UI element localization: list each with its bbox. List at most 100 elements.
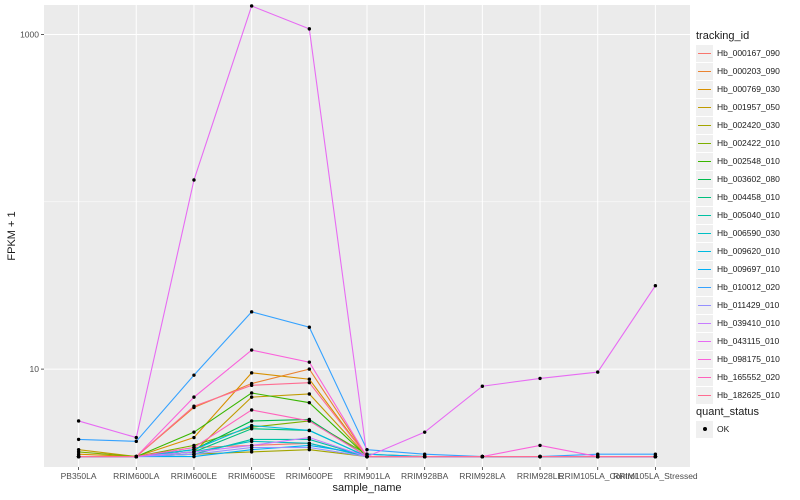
legend-quant-status: quant_status OK xyxy=(696,404,800,438)
legend-key xyxy=(696,350,713,368)
x-tick-label: PB350LA xyxy=(61,471,97,481)
x-tick-label: RRIM600SE xyxy=(228,471,276,481)
legend-key xyxy=(696,368,713,386)
legend-key xyxy=(696,170,713,188)
legend-label: Hb_182625_010 xyxy=(717,390,780,400)
data-point xyxy=(653,284,658,288)
legend-item: Hb_002422_010 xyxy=(696,134,800,152)
data-point xyxy=(249,423,254,428)
legend-swatch xyxy=(698,340,711,342)
y-axis: 10 1000 xyxy=(20,29,44,374)
data-point xyxy=(249,4,254,8)
legend-key xyxy=(696,98,713,116)
data-point xyxy=(538,443,542,448)
data-point xyxy=(249,310,254,314)
legend-item: Hb_009697_010 xyxy=(696,260,800,278)
legend-label: Hb_006590_030 xyxy=(717,228,780,238)
x-tick-label: RRIM928LA xyxy=(459,471,506,481)
legend-item: Hb_039410_010 xyxy=(696,314,800,332)
legend2-item: OK xyxy=(696,420,800,438)
legend-item: Hb_002548_010 xyxy=(696,152,800,170)
data-point xyxy=(596,370,600,374)
point-marker-icon xyxy=(702,427,707,431)
legend-key xyxy=(696,134,713,152)
legend-swatch xyxy=(698,376,711,378)
data-point xyxy=(249,383,254,388)
legend2-title: quant_status xyxy=(696,406,759,418)
legend-swatch xyxy=(698,196,711,198)
data-point xyxy=(422,452,427,456)
data-point xyxy=(249,391,254,395)
data-point xyxy=(249,371,254,375)
legend-label: Hb_004458_010 xyxy=(717,192,780,202)
legend-key xyxy=(696,116,713,134)
data-point xyxy=(192,430,196,434)
x-tick-label: RRIM901LA xyxy=(344,471,391,481)
data-point xyxy=(249,408,254,412)
data-point xyxy=(653,452,658,456)
data-point xyxy=(249,427,254,431)
legend-item: Hb_165552_020 xyxy=(696,368,800,386)
data-point xyxy=(76,450,81,454)
x-tick-label: RRIM105LA_Control xyxy=(558,471,637,481)
legend-swatch xyxy=(698,88,711,90)
legend-swatch xyxy=(698,214,711,216)
legend-label: Hb_039410_010 xyxy=(717,318,780,328)
legend-label: Hb_002548_010 xyxy=(717,156,780,166)
x-axis: PB350LA RRIM600LA RRIM600LE RRIM600SE RRIM60… xyxy=(61,467,698,481)
data-point xyxy=(480,454,485,459)
legend-item: Hb_005040_010 xyxy=(696,206,800,224)
data-point xyxy=(249,348,254,352)
legend-swatch xyxy=(698,358,711,360)
legend-item: Hb_004458_010 xyxy=(696,188,800,206)
data-point xyxy=(134,454,138,459)
legend-swatch xyxy=(698,286,711,288)
x-tick-label: RRIM928BA xyxy=(401,471,449,481)
data-point xyxy=(307,380,312,385)
legend-item: Hb_043115_010 xyxy=(696,332,800,350)
legend-key xyxy=(696,206,713,224)
data-point xyxy=(480,384,485,388)
legend-swatch xyxy=(698,124,711,126)
legend-swatch xyxy=(698,52,711,54)
legend-swatch xyxy=(698,106,711,108)
data-point xyxy=(596,454,600,459)
legend-label: Hb_000167_090 xyxy=(717,48,780,58)
x-tick-label: RRIM105LA_Stressed xyxy=(613,471,698,481)
y-tick-label: 10 xyxy=(30,364,40,374)
data-point xyxy=(422,454,427,459)
legend-label: Hb_001957_050 xyxy=(717,102,780,112)
legend-key xyxy=(696,44,713,62)
legend-key xyxy=(696,314,713,332)
data-point xyxy=(307,360,312,364)
data-point xyxy=(307,27,312,31)
y-axis-title: FPKM + 1 xyxy=(6,211,18,260)
legend-key xyxy=(696,242,713,260)
data-point xyxy=(307,428,312,433)
legend-key xyxy=(696,332,713,350)
data-point xyxy=(307,377,312,381)
data-point xyxy=(192,404,196,408)
data-point xyxy=(134,435,138,440)
legend-key xyxy=(696,386,713,404)
legend-label: Hb_009620_010 xyxy=(717,246,780,256)
data-point xyxy=(422,430,427,434)
legend-swatch xyxy=(698,322,711,324)
legend-label: Hb_098175_010 xyxy=(717,354,780,364)
data-point xyxy=(365,447,369,452)
data-point xyxy=(538,376,542,381)
data-point xyxy=(365,452,369,456)
data-point xyxy=(192,454,196,459)
x-tick-label: RRIM928LE xyxy=(517,471,564,481)
legend-label: Hb_000769_030 xyxy=(717,84,780,94)
x-axis-title: sample_name xyxy=(332,482,401,494)
legend-item: Hb_006590_030 xyxy=(696,224,800,242)
legend2-label: OK xyxy=(717,424,730,434)
legend-label: Hb_002422_010 xyxy=(717,138,780,148)
legend-key xyxy=(696,224,713,242)
legend-swatch xyxy=(698,268,711,270)
legend-key xyxy=(696,260,713,278)
legend-key xyxy=(696,188,713,206)
data-point xyxy=(249,443,254,448)
y-tick-label: 1000 xyxy=(20,29,39,39)
